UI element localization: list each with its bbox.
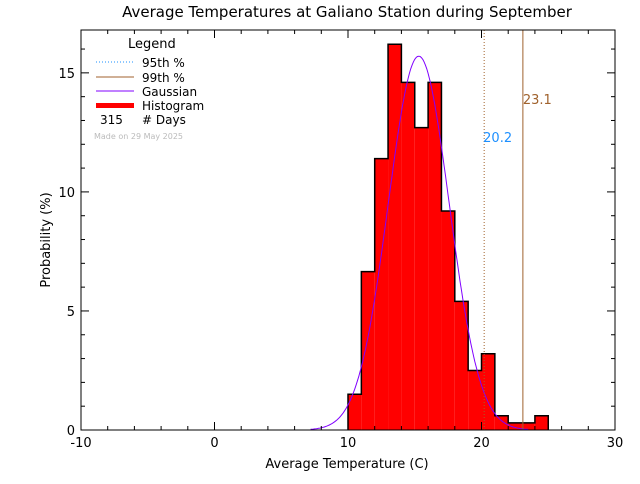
x-tick-label: 0 — [210, 436, 218, 451]
p95-label: 20.2 — [483, 131, 512, 146]
x-axis-label: Average Temperature (C) — [265, 457, 428, 472]
p99-label: 23.1 — [523, 93, 552, 108]
histogram-outline — [347, 43, 549, 430]
gaussian-curve — [310, 55, 529, 430]
histogram-bar — [441, 210, 455, 430]
legend-days-count: 315 — [100, 113, 123, 127]
histogram-bar — [374, 158, 389, 431]
x-tick-label: 30 — [607, 436, 624, 451]
histogram-bar — [401, 82, 415, 430]
x-tick-label: 20 — [473, 436, 490, 451]
x-tick-label: -10 — [70, 436, 91, 451]
made-on-note: Made on 29 May 2025 — [94, 132, 183, 141]
y-tick-label: 10 — [58, 186, 75, 201]
histogram-bar — [468, 370, 482, 430]
histogram-bar — [494, 415, 509, 430]
legend-histogram-label: Histogram — [142, 99, 204, 113]
histogram-bar — [534, 415, 549, 430]
histogram-bar — [428, 82, 442, 430]
legend-histogram-swatch — [96, 103, 134, 108]
legend-title: Legend — [128, 37, 176, 52]
chart-title: Average Temperatures at Galiano Station … — [122, 3, 573, 21]
histogram-bar — [481, 353, 495, 430]
histogram-bar — [388, 44, 402, 431]
legend-99th-label: 99th % — [142, 71, 185, 85]
histogram-bar — [348, 394, 362, 430]
legend: Legend 95th % 99th % Gaussian Histogram … — [94, 37, 204, 141]
y-tick-label: 5 — [67, 305, 75, 320]
histogram-bar — [521, 422, 535, 430]
legend-days-label: # Days — [142, 113, 186, 127]
legend-gaussian-label: Gaussian — [142, 85, 197, 99]
histogram-bar — [361, 271, 375, 430]
y-tick-label: 0 — [67, 424, 75, 439]
legend-95th-label: 95th % — [142, 56, 185, 70]
y-tick-label: 15 — [58, 67, 75, 82]
histogram-bar — [508, 422, 522, 430]
histogram-bar — [414, 127, 429, 430]
y-axis-label: Probability (%) — [39, 192, 54, 287]
x-tick-label: 10 — [340, 436, 357, 451]
histogram-bar — [454, 301, 469, 430]
